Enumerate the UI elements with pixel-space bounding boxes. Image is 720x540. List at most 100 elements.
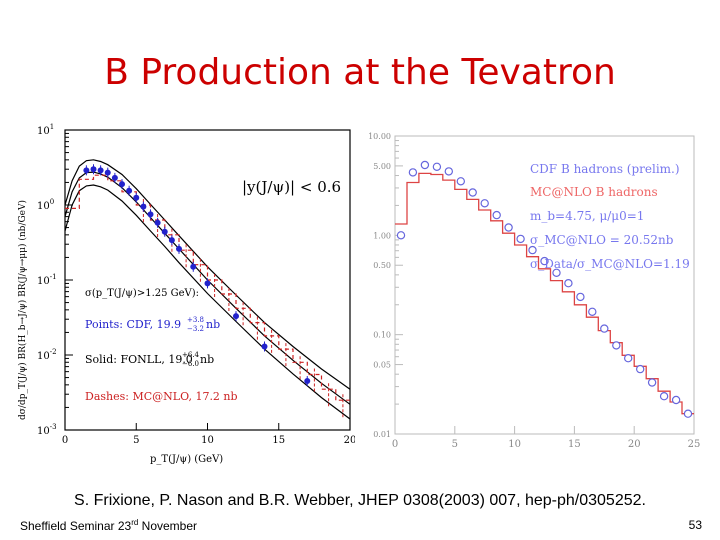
right-x-tick-label: 0 xyxy=(392,439,398,450)
right-y-tick-label: 0.01 xyxy=(373,430,391,439)
cdf-data-point xyxy=(147,211,154,218)
cdf-data-point xyxy=(97,167,104,174)
legend-mcatnlo: MC@NLO B hadrons xyxy=(530,185,658,199)
cdf-data-point xyxy=(104,169,111,176)
left-x-tick-label: 15 xyxy=(272,435,285,446)
cdf-data-point xyxy=(133,194,140,201)
right-x-tick-label: 5 xyxy=(452,439,458,450)
mcatnlo-step-histogram xyxy=(395,172,694,415)
cdf-open-circle xyxy=(396,231,406,240)
left-y-tick-label: 100 xyxy=(37,198,54,212)
right-y-tick-label: 10.00 xyxy=(368,132,391,141)
cdf-data-point xyxy=(126,187,133,194)
right-y-tick-label: 0.50 xyxy=(373,261,391,270)
fonll-annotation: Solid: FONLL, 19.0 +6.4 −6.0 nb xyxy=(85,351,214,368)
cdf-data-point xyxy=(154,219,161,226)
cdf-data-point xyxy=(233,313,239,320)
cdf-open-circle xyxy=(480,199,489,208)
cdf-data-point xyxy=(83,167,90,174)
left-y-tick-label: 10-2 xyxy=(37,348,57,362)
cdf-open-circle xyxy=(647,378,657,387)
sigma-label: σ(p_T(J/ψ)>1.25 GeV): xyxy=(85,288,199,299)
legend-mass: m_b=4.75, μ/μ0=1 xyxy=(530,209,644,223)
right-x-tick-label: 10 xyxy=(508,439,521,450)
cdf-open-circle xyxy=(624,353,633,363)
cdf-open-circle xyxy=(504,223,513,232)
cdf-data-point xyxy=(204,280,211,287)
left-x-tick-label: 0 xyxy=(62,435,68,446)
cdf-open-circle xyxy=(683,409,693,418)
cdf-data-point xyxy=(161,228,168,235)
fonll-unit: nb xyxy=(200,353,214,366)
cdf-open-circle xyxy=(492,210,501,220)
cdf-data-point xyxy=(168,237,175,244)
right-x-tick-label: 15 xyxy=(568,439,581,450)
fonll-curve xyxy=(64,159,351,390)
left-x-tick-label: 10 xyxy=(201,435,214,446)
mcatnlo-label: Dashes: MC@NLO, 17.2 nb xyxy=(85,390,238,403)
fonll-curve xyxy=(64,184,351,420)
cdf-data-point xyxy=(261,343,268,350)
cdf-open-circle xyxy=(540,256,549,266)
right-y-tick-label: 1.00 xyxy=(373,231,391,240)
cdf-open-circle xyxy=(468,188,477,197)
right-y-tick-label: 0.05 xyxy=(373,361,391,370)
cdf-data-point xyxy=(140,203,147,210)
cdf-data-point xyxy=(176,245,182,252)
left-y-axis-label: dσ/dp_T(J/ψ) BR(H_b→J/ψ) BR(J/ψ→μμ) (nb/… xyxy=(17,200,28,420)
left-x-tick-label: 20 xyxy=(344,435,355,446)
cdf-open-circle xyxy=(576,292,585,302)
legend-cdf: CDF B hadrons (prelim.) xyxy=(530,162,680,176)
cdf-open-circle xyxy=(671,395,681,405)
footer-seminar: Sheffield Seminar 23rd November xyxy=(20,518,197,533)
mcatnlo-histogram xyxy=(65,174,350,401)
cdf-error-up: +3.8 xyxy=(187,316,204,324)
cdf-open-circle xyxy=(552,268,561,277)
cdf-data-point xyxy=(111,174,118,181)
cdf-open-circle xyxy=(636,364,645,374)
right-plot-frame xyxy=(394,135,695,435)
cdf-open-circle xyxy=(408,168,418,177)
cdf-open-circle xyxy=(432,162,442,172)
right-x-tick-label: 25 xyxy=(688,439,700,450)
left-y-tick-label: 101 xyxy=(37,123,54,137)
slide-title: B Production at the Tevatron xyxy=(104,52,616,93)
cdf-open-circle xyxy=(516,234,525,244)
fonll-label: Solid: FONLL, 19.0 xyxy=(85,353,193,366)
left-y-tick-label: 10-1 xyxy=(37,273,57,287)
footer-seminar-main: Sheffield Seminar 23 xyxy=(20,519,132,533)
legend-sigma: σ_MC@NLO = 20.52nb xyxy=(530,233,674,247)
citation: S. Frixione, P. Nason and B.R. Webber, J… xyxy=(74,492,646,509)
right-x-tick-label: 20 xyxy=(628,439,641,450)
cdf-annotation: Points: CDF, 19.9 +3.8 −3.2 nb xyxy=(85,316,220,333)
cdf-error-down: −3.2 xyxy=(187,325,204,333)
cdf-open-circle xyxy=(528,245,537,255)
left-y-tick-label: 10-3 xyxy=(37,423,57,437)
page-number: 53 xyxy=(688,518,702,532)
jpsi-pt-spectrum-plot: 0 5 10 15 20 101 100 10-1 10-2 10-3 |y(J/ψ)| < 0.… xyxy=(10,120,355,465)
cdf-open-circle xyxy=(612,341,621,350)
cdf-data-point xyxy=(190,263,197,270)
cdf-open-circle xyxy=(444,167,454,176)
cdf-data-point xyxy=(304,378,311,385)
right-legend: CDF B hadrons (prelim.) MC@NLO B hadrons… xyxy=(530,162,690,271)
cdf-data-point xyxy=(119,181,125,188)
b-hadron-pt-plot: 0 5 10 15 20 2510.005.001.000.500.100.050.01 … xyxy=(360,128,700,456)
cdf-open-circle xyxy=(659,392,669,401)
cdf-data-point xyxy=(90,166,97,173)
cdf-unit: nb xyxy=(206,318,220,331)
rapidity-cut-label: |y(J/ψ)| < 0.6 xyxy=(242,178,341,196)
cdf-open-circle xyxy=(600,324,609,333)
right-y-tick-label: 0.10 xyxy=(373,331,391,340)
cdf-open-circle xyxy=(420,160,430,170)
footer-seminar-sup: rd xyxy=(131,518,139,527)
right-y-tick-label: 5.00 xyxy=(373,162,391,171)
legend-ratio: σ_Data/σ_MC@NLO=1.19 xyxy=(530,257,690,271)
cdf-open-circle xyxy=(456,177,466,186)
footer-seminar-end: November xyxy=(138,519,197,533)
left-x-tick-label: 5 xyxy=(133,435,139,446)
cdf-open-circle xyxy=(564,278,573,288)
fonll-error-down: −6.0 xyxy=(182,360,199,368)
cdf-open-circle xyxy=(588,307,597,316)
cdf-points-label: Points: CDF, 19.9 xyxy=(85,318,181,331)
